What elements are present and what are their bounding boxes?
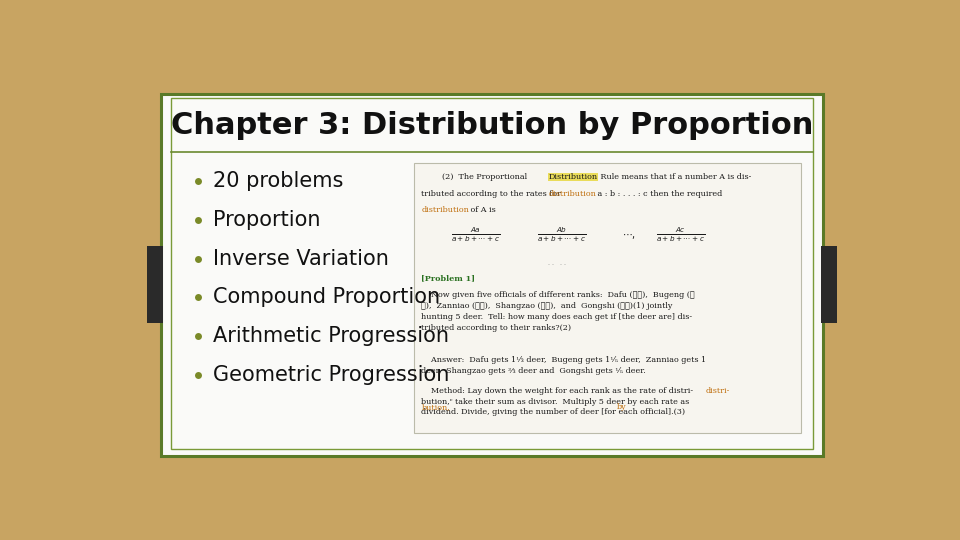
Text: tributed according to the rates for: tributed according to the rates for: [421, 190, 564, 198]
Text: Chapter 3: Distribution by Proportion: Chapter 3: Distribution by Proportion: [171, 111, 813, 140]
Text: distribution: distribution: [421, 206, 469, 214]
Text: $\frac{Ac}{a+b+\cdots+c}$: $\frac{Ac}{a+b+\cdots+c}$: [656, 225, 705, 244]
Text: of A is: of A is: [468, 206, 496, 214]
Bar: [147, 246, 163, 322]
Text: a : b : . . . : c then the required: a : b : . . . : c then the required: [594, 190, 722, 198]
Text: . .   . .: . . . .: [548, 261, 565, 266]
Bar: [821, 246, 837, 322]
Text: Arithmetic Progression: Arithmetic Progression: [213, 326, 449, 346]
Text: 20 problems: 20 problems: [213, 171, 344, 191]
Text: bution,: bution,: [421, 403, 450, 411]
Text: Proportion: Proportion: [213, 210, 321, 230]
Text: Compound Proportion: Compound Proportion: [213, 287, 440, 307]
Bar: [161, 94, 823, 456]
Text: Method: Lay down the weight for each rank as the rate of distri-
bution,ᶜ take t: Method: Lay down the weight for each ran…: [421, 387, 693, 416]
Bar: [414, 163, 801, 433]
Text: $\cdots,$: $\cdots,$: [622, 232, 636, 241]
Text: Now given five officials of different ranks:  Dafu (大夫),  Bugeng (不
更),  Zanniao: Now given five officials of different ra…: [421, 292, 695, 332]
Text: $\frac{Ab}{a+b+\cdots+c}$: $\frac{Ab}{a+b+\cdots+c}$: [537, 225, 586, 244]
Text: Geometric Progression: Geometric Progression: [213, 364, 449, 384]
Text: (2)  The Proportional: (2) The Proportional: [432, 173, 530, 181]
Text: Inverse Variation: Inverse Variation: [213, 248, 389, 268]
Text: Answer:  Dafu gets 1⅓ deer,  Bugeng gets 1⅕ deer,  Zanniao gets 1
deer,  Shangza: Answer: Dafu gets 1⅓ deer, Bugeng gets 1…: [421, 356, 707, 375]
Text: [Problem 1]: [Problem 1]: [421, 275, 475, 283]
Text: by: by: [617, 403, 627, 411]
Bar: [171, 98, 813, 449]
Text: Rule means that if a number A is dis-: Rule means that if a number A is dis-: [598, 173, 752, 181]
Text: distri-: distri-: [706, 387, 730, 395]
Text: $\frac{Aa}{a+b+\cdots+c}$: $\frac{Aa}{a+b+\cdots+c}$: [451, 225, 500, 244]
Text: Distribution: Distribution: [548, 173, 598, 181]
Text: distribution: distribution: [548, 190, 596, 198]
